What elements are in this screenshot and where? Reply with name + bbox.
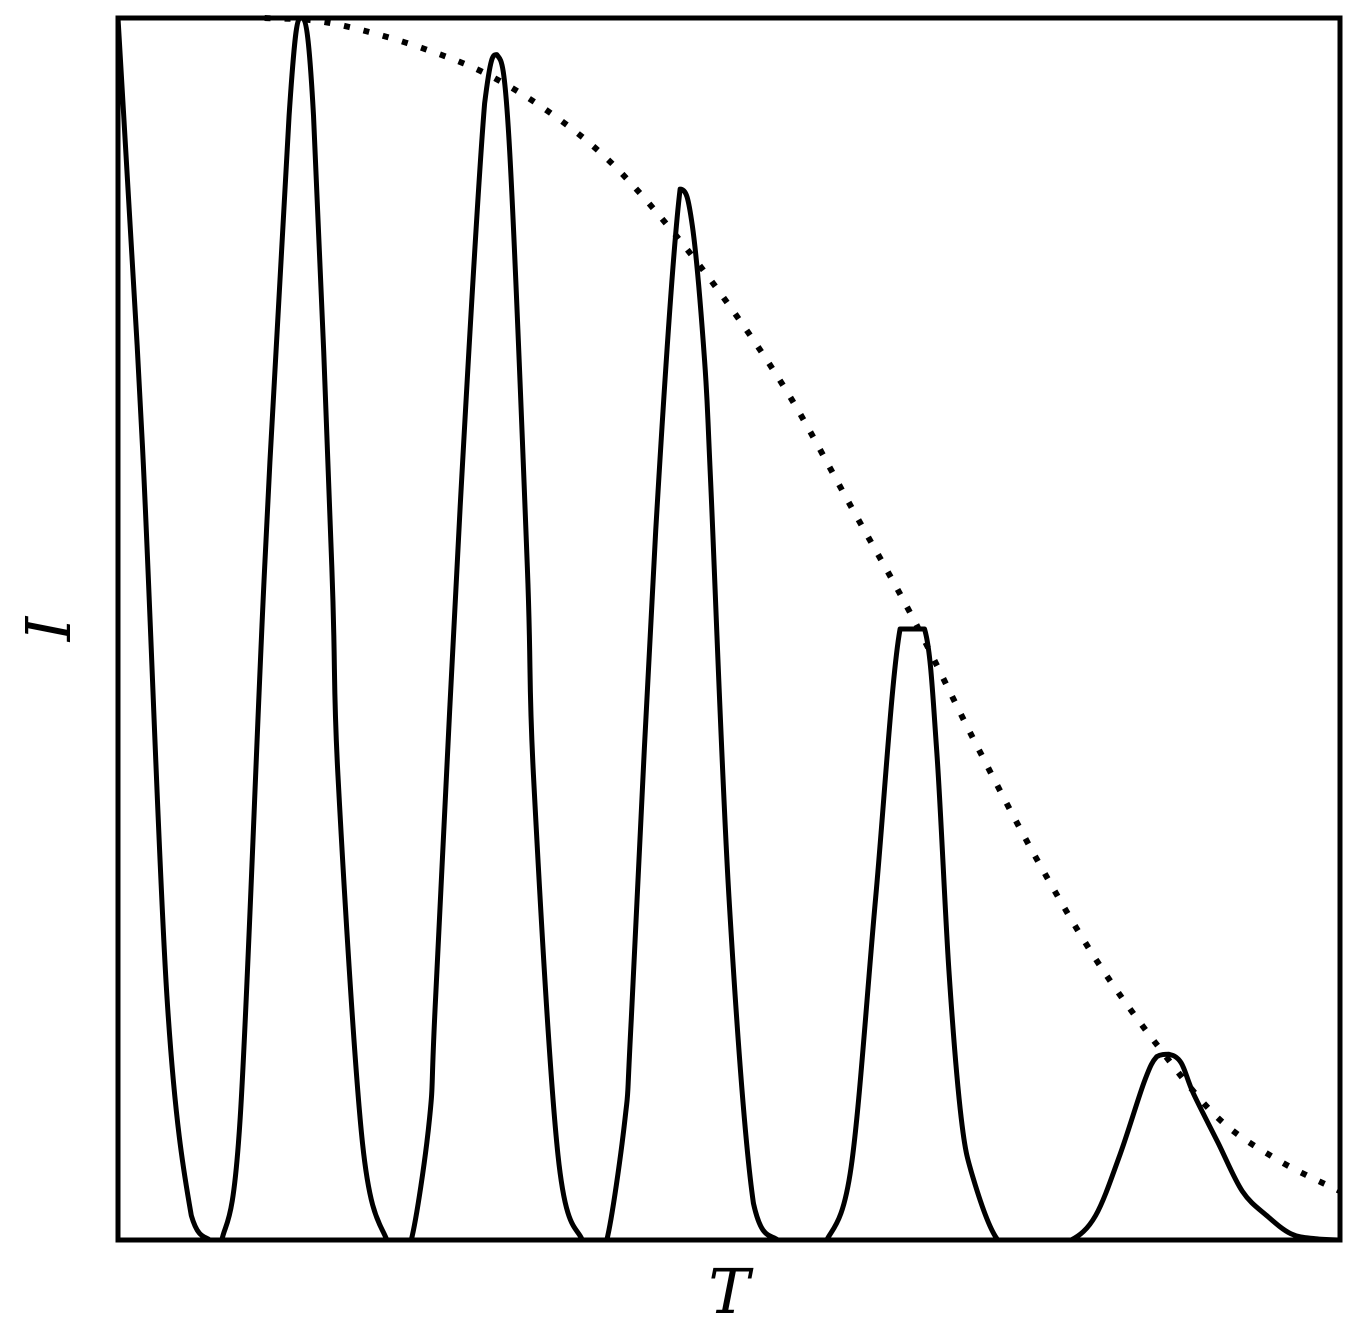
x-axis-label: T <box>708 1255 754 1328</box>
y-axis-label: I <box>12 615 85 642</box>
plot-frame <box>115 15 1343 1243</box>
envelope-dotted-line <box>264 15 1342 1194</box>
